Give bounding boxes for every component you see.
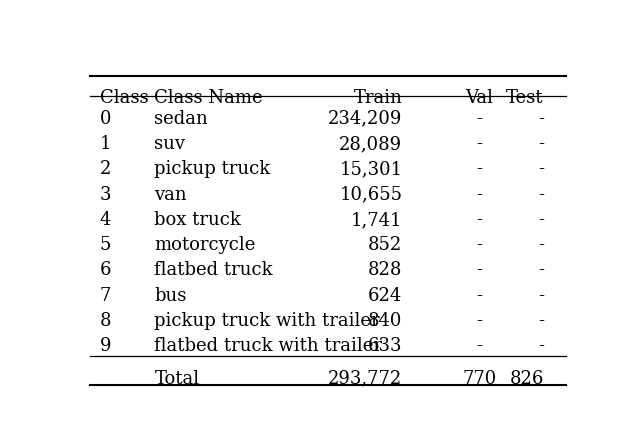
Text: 1,741: 1,741	[351, 211, 403, 229]
Text: 770: 770	[462, 369, 497, 388]
Text: Train: Train	[353, 89, 403, 107]
Text: -: -	[538, 160, 544, 178]
Text: flatbed truck: flatbed truck	[154, 262, 273, 279]
Text: 8: 8	[100, 312, 111, 330]
Text: Val: Val	[465, 89, 493, 107]
Text: Class Name: Class Name	[154, 89, 263, 107]
Text: -: -	[476, 135, 483, 153]
Text: 10,655: 10,655	[339, 186, 403, 204]
Text: van: van	[154, 186, 187, 204]
Text: 234,209: 234,209	[328, 110, 403, 128]
Text: -: -	[538, 110, 544, 128]
Text: 840: 840	[368, 312, 403, 330]
Text: 826: 826	[509, 369, 544, 388]
Text: -: -	[476, 312, 483, 330]
Text: sedan: sedan	[154, 110, 208, 128]
Text: -: -	[538, 337, 544, 355]
Text: -: -	[538, 312, 544, 330]
Text: Total: Total	[154, 369, 200, 388]
Text: -: -	[476, 262, 483, 279]
Text: pickup truck with trailer: pickup truck with trailer	[154, 312, 380, 330]
Text: 633: 633	[368, 337, 403, 355]
Text: suv: suv	[154, 135, 186, 153]
Text: -: -	[538, 287, 544, 305]
Text: -: -	[476, 236, 483, 254]
Text: 1: 1	[100, 135, 111, 153]
Text: 4: 4	[100, 211, 111, 229]
Text: 3: 3	[100, 186, 111, 204]
Text: -: -	[538, 262, 544, 279]
Text: -: -	[476, 110, 483, 128]
Text: 2: 2	[100, 160, 111, 178]
Text: 15,301: 15,301	[339, 160, 403, 178]
Text: 0: 0	[100, 110, 111, 128]
Text: 28,089: 28,089	[339, 135, 403, 153]
Text: -: -	[476, 211, 483, 229]
Text: 7: 7	[100, 287, 111, 305]
Text: Class: Class	[100, 89, 148, 107]
Text: 6: 6	[100, 262, 111, 279]
Text: 828: 828	[368, 262, 403, 279]
Text: -: -	[476, 337, 483, 355]
Text: -: -	[538, 186, 544, 204]
Text: flatbed truck with trailer: flatbed truck with trailer	[154, 337, 383, 355]
Text: 9: 9	[100, 337, 111, 355]
Text: 624: 624	[368, 287, 403, 305]
Text: -: -	[538, 236, 544, 254]
Text: 852: 852	[368, 236, 403, 254]
Text: -: -	[476, 160, 483, 178]
Text: motorcycle: motorcycle	[154, 236, 256, 254]
Text: box truck: box truck	[154, 211, 241, 229]
Text: 293,772: 293,772	[328, 369, 403, 388]
Text: bus: bus	[154, 287, 187, 305]
Text: -: -	[538, 211, 544, 229]
Text: Test: Test	[506, 89, 544, 107]
Text: pickup truck: pickup truck	[154, 160, 271, 178]
Text: -: -	[476, 287, 483, 305]
Text: 5: 5	[100, 236, 111, 254]
Text: -: -	[476, 186, 483, 204]
Text: -: -	[538, 135, 544, 153]
